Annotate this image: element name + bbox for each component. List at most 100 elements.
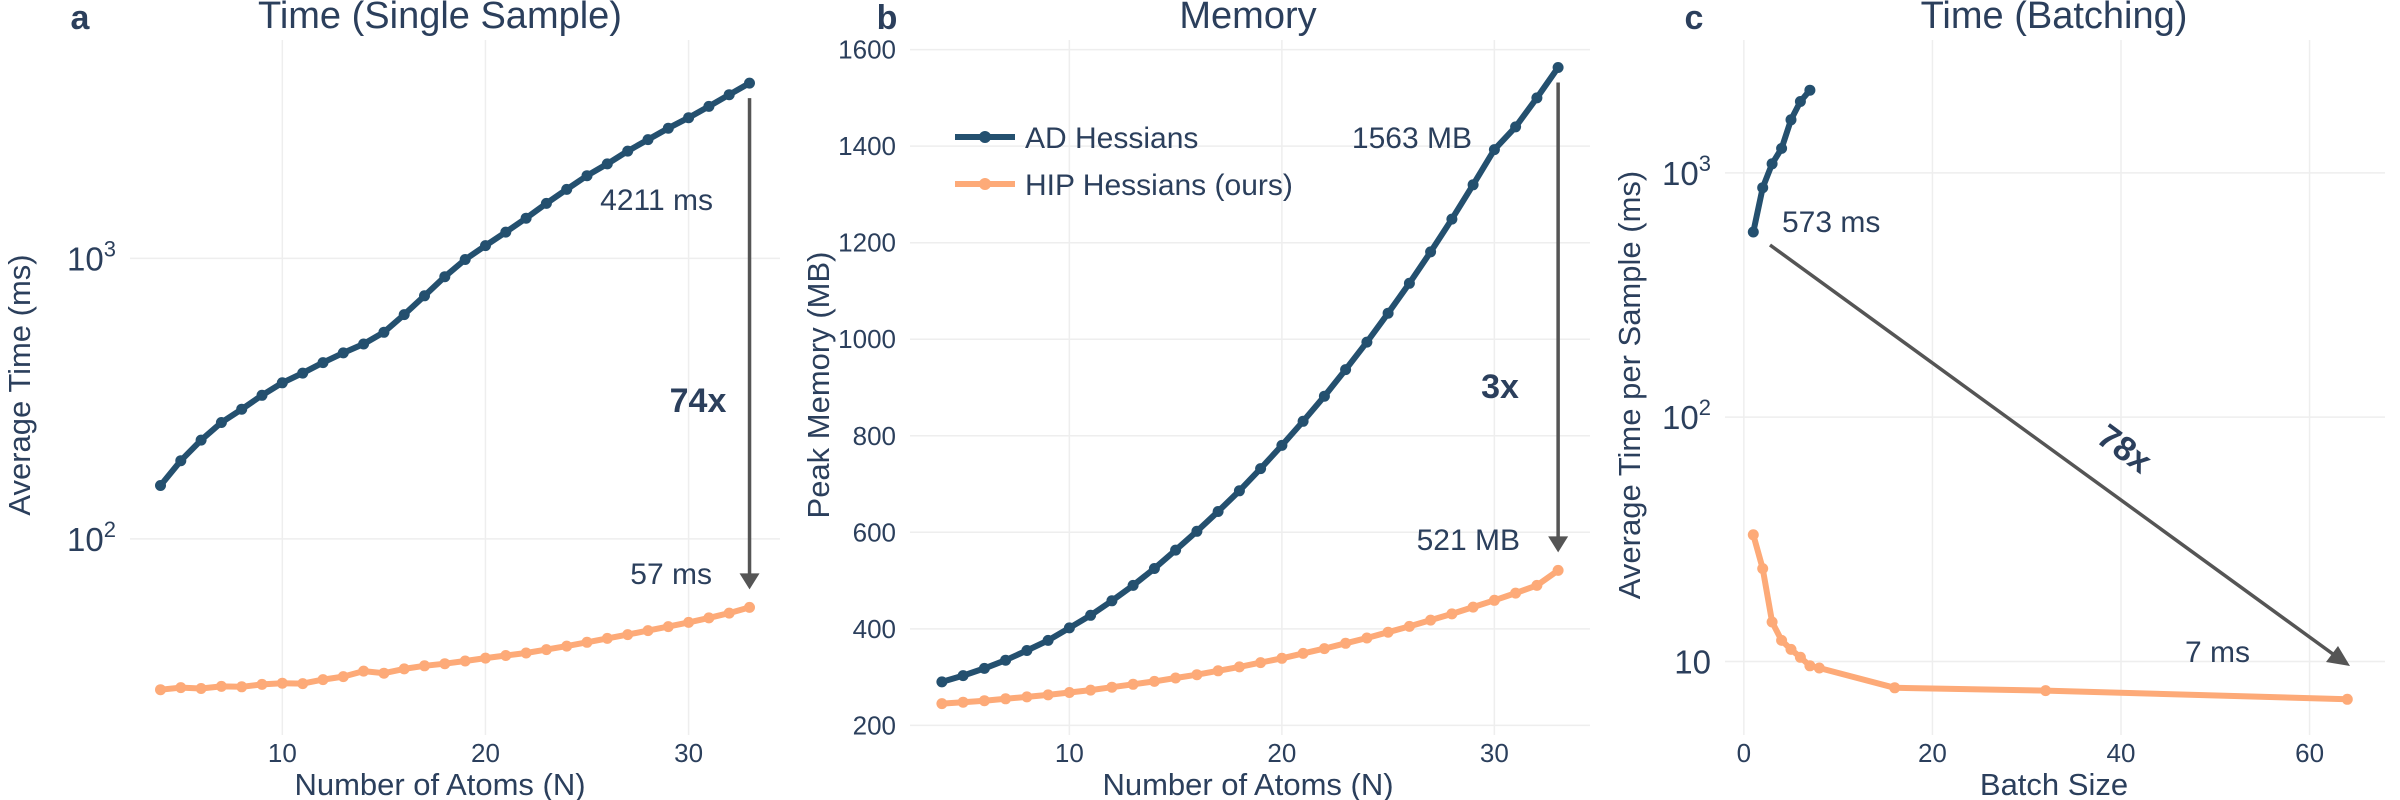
- panel-c-title: Time (Batching): [1921, 0, 2188, 37]
- data-point-hip: [500, 650, 512, 661]
- data-point-ad: [1361, 336, 1373, 348]
- data-point-hip: [520, 647, 532, 659]
- x-tick-label: 30: [1480, 738, 1509, 768]
- data-point-hip: [1191, 669, 1203, 681]
- data-point-ad: [1425, 246, 1437, 258]
- data-point-hip: [1552, 564, 1564, 576]
- data-point-hip: [1794, 651, 1806, 663]
- data-point-ad: [1042, 634, 1054, 646]
- data-point-ad: [439, 271, 451, 283]
- data-point-hip: [1757, 563, 1769, 575]
- data-point-ad: [723, 89, 735, 101]
- data-point-ad: [936, 676, 948, 688]
- panel-c-top-value-label: 573 ms: [1782, 206, 1880, 239]
- data-point-ad: [1085, 609, 1097, 621]
- panel-a-grid: [130, 40, 780, 735]
- x-tick-label: 40: [2107, 738, 2136, 768]
- data-point-hip: [978, 695, 990, 707]
- y-tick-label: 1000: [838, 324, 896, 354]
- y-tick-label: 600: [853, 517, 896, 547]
- panel-a-y-axis-label: Average Time (ms): [2, 254, 37, 515]
- panel-c-bottom-value-label: 7 ms: [2185, 636, 2250, 669]
- x-tick-label: 60: [2295, 738, 2324, 768]
- panel-b-y-ticks: 200 400 600 800 1000 1200 1400 1600: [838, 35, 896, 741]
- data-point-ad: [155, 480, 166, 491]
- y-tick-exponent: 2: [104, 517, 116, 542]
- data-point-hip: [1170, 672, 1182, 684]
- panel-a-ratio-arrowhead: [739, 573, 760, 590]
- data-point-ad: [683, 112, 695, 124]
- panel-a-speedup-label: 74x: [670, 382, 727, 420]
- data-point-ad: [1804, 84, 1816, 96]
- data-point-hip: [317, 674, 329, 686]
- panel-letter-b: b: [877, 0, 898, 37]
- data-point-ad: [500, 226, 512, 238]
- data-point-hip: [662, 621, 674, 633]
- data-point-ad: [1382, 307, 1394, 319]
- data-point-hip: [1063, 687, 1075, 698]
- legend-item-ad-hessians: AD Hessians: [955, 122, 1198, 155]
- data-point-hip: [540, 644, 552, 656]
- data-point-ad: [1063, 622, 1075, 634]
- data-point-hip: [642, 625, 654, 637]
- panel-c-y-axis-label: Average Time per Sample (ms): [1612, 171, 1647, 599]
- data-point-hip: [1382, 626, 1394, 638]
- data-point-ad: [337, 347, 349, 359]
- data-point-ad: [378, 326, 390, 338]
- data-point-hip: [1106, 681, 1118, 693]
- data-point-ad: [581, 170, 593, 182]
- data-point-ad: [1467, 179, 1479, 191]
- data-point-ad: [1127, 579, 1139, 591]
- data-point-hip: [1403, 620, 1415, 632]
- data-point-ad: [297, 367, 309, 379]
- data-point-hip: [1785, 643, 1797, 655]
- data-point-ad: [1297, 415, 1309, 427]
- legend: AD Hessians HIP Hessians (ours): [955, 122, 1293, 202]
- data-point-ad: [1552, 62, 1564, 73]
- data-point-hip: [459, 655, 471, 667]
- series-line-hip: [157, 604, 753, 693]
- y-tick-exponent: 3: [1699, 151, 1711, 176]
- series-line-hip: [1750, 531, 2351, 703]
- data-point-hip: [1042, 689, 1054, 701]
- data-point-hip: [358, 665, 370, 677]
- data-point-hip: [2341, 693, 2353, 705]
- data-point-hip: [601, 632, 613, 644]
- data-point-hip: [1531, 579, 1543, 591]
- y-tick-label: 103: [67, 236, 116, 277]
- data-point-hip: [297, 678, 309, 690]
- y-tick-label: 1600: [838, 35, 896, 65]
- panel-a-top-value-label: 4211 ms: [600, 184, 713, 217]
- legend-marker-hip: [979, 178, 991, 190]
- panel-b-bottom-value-label: 521 MB: [1417, 524, 1520, 557]
- data-point-hip: [1889, 682, 1901, 694]
- y-tick-label: 103: [1662, 151, 1711, 192]
- data-point-ad: [1212, 506, 1224, 517]
- data-point-hip: [155, 684, 166, 696]
- data-point-ad: [1510, 121, 1522, 133]
- panel-b-x-axis-label: Number of Atoms (N): [1102, 767, 1393, 800]
- y-tick-label: 102: [1662, 395, 1711, 436]
- data-point-hip: [419, 660, 430, 672]
- data-point-ad: [1403, 277, 1415, 289]
- data-point-hip: [936, 698, 948, 710]
- data-point-hip: [1148, 675, 1160, 687]
- data-point-hip: [1297, 647, 1309, 659]
- data-point-ad: [276, 377, 288, 389]
- data-point-ad: [1340, 364, 1352, 376]
- legend-label-hip: HIP Hessians (ours): [1025, 169, 1293, 202]
- x-tick-label: 0: [1737, 738, 1751, 768]
- data-point-ad: [358, 338, 370, 350]
- data-point-hip: [1000, 693, 1012, 705]
- data-point-ad: [1233, 485, 1245, 497]
- panel-b-x-ticks: 10 20 30: [1055, 738, 1509, 768]
- data-point-ad: [175, 455, 187, 467]
- series-line-ad: [157, 80, 753, 489]
- y-tick-label: 10: [1674, 643, 1711, 680]
- data-point-ad: [622, 145, 634, 157]
- data-point-hip: [378, 667, 390, 679]
- data-point-ad: [662, 122, 674, 134]
- data-point-ad: [744, 77, 755, 89]
- panel-a-bottom-value-label: 57 ms: [630, 558, 712, 591]
